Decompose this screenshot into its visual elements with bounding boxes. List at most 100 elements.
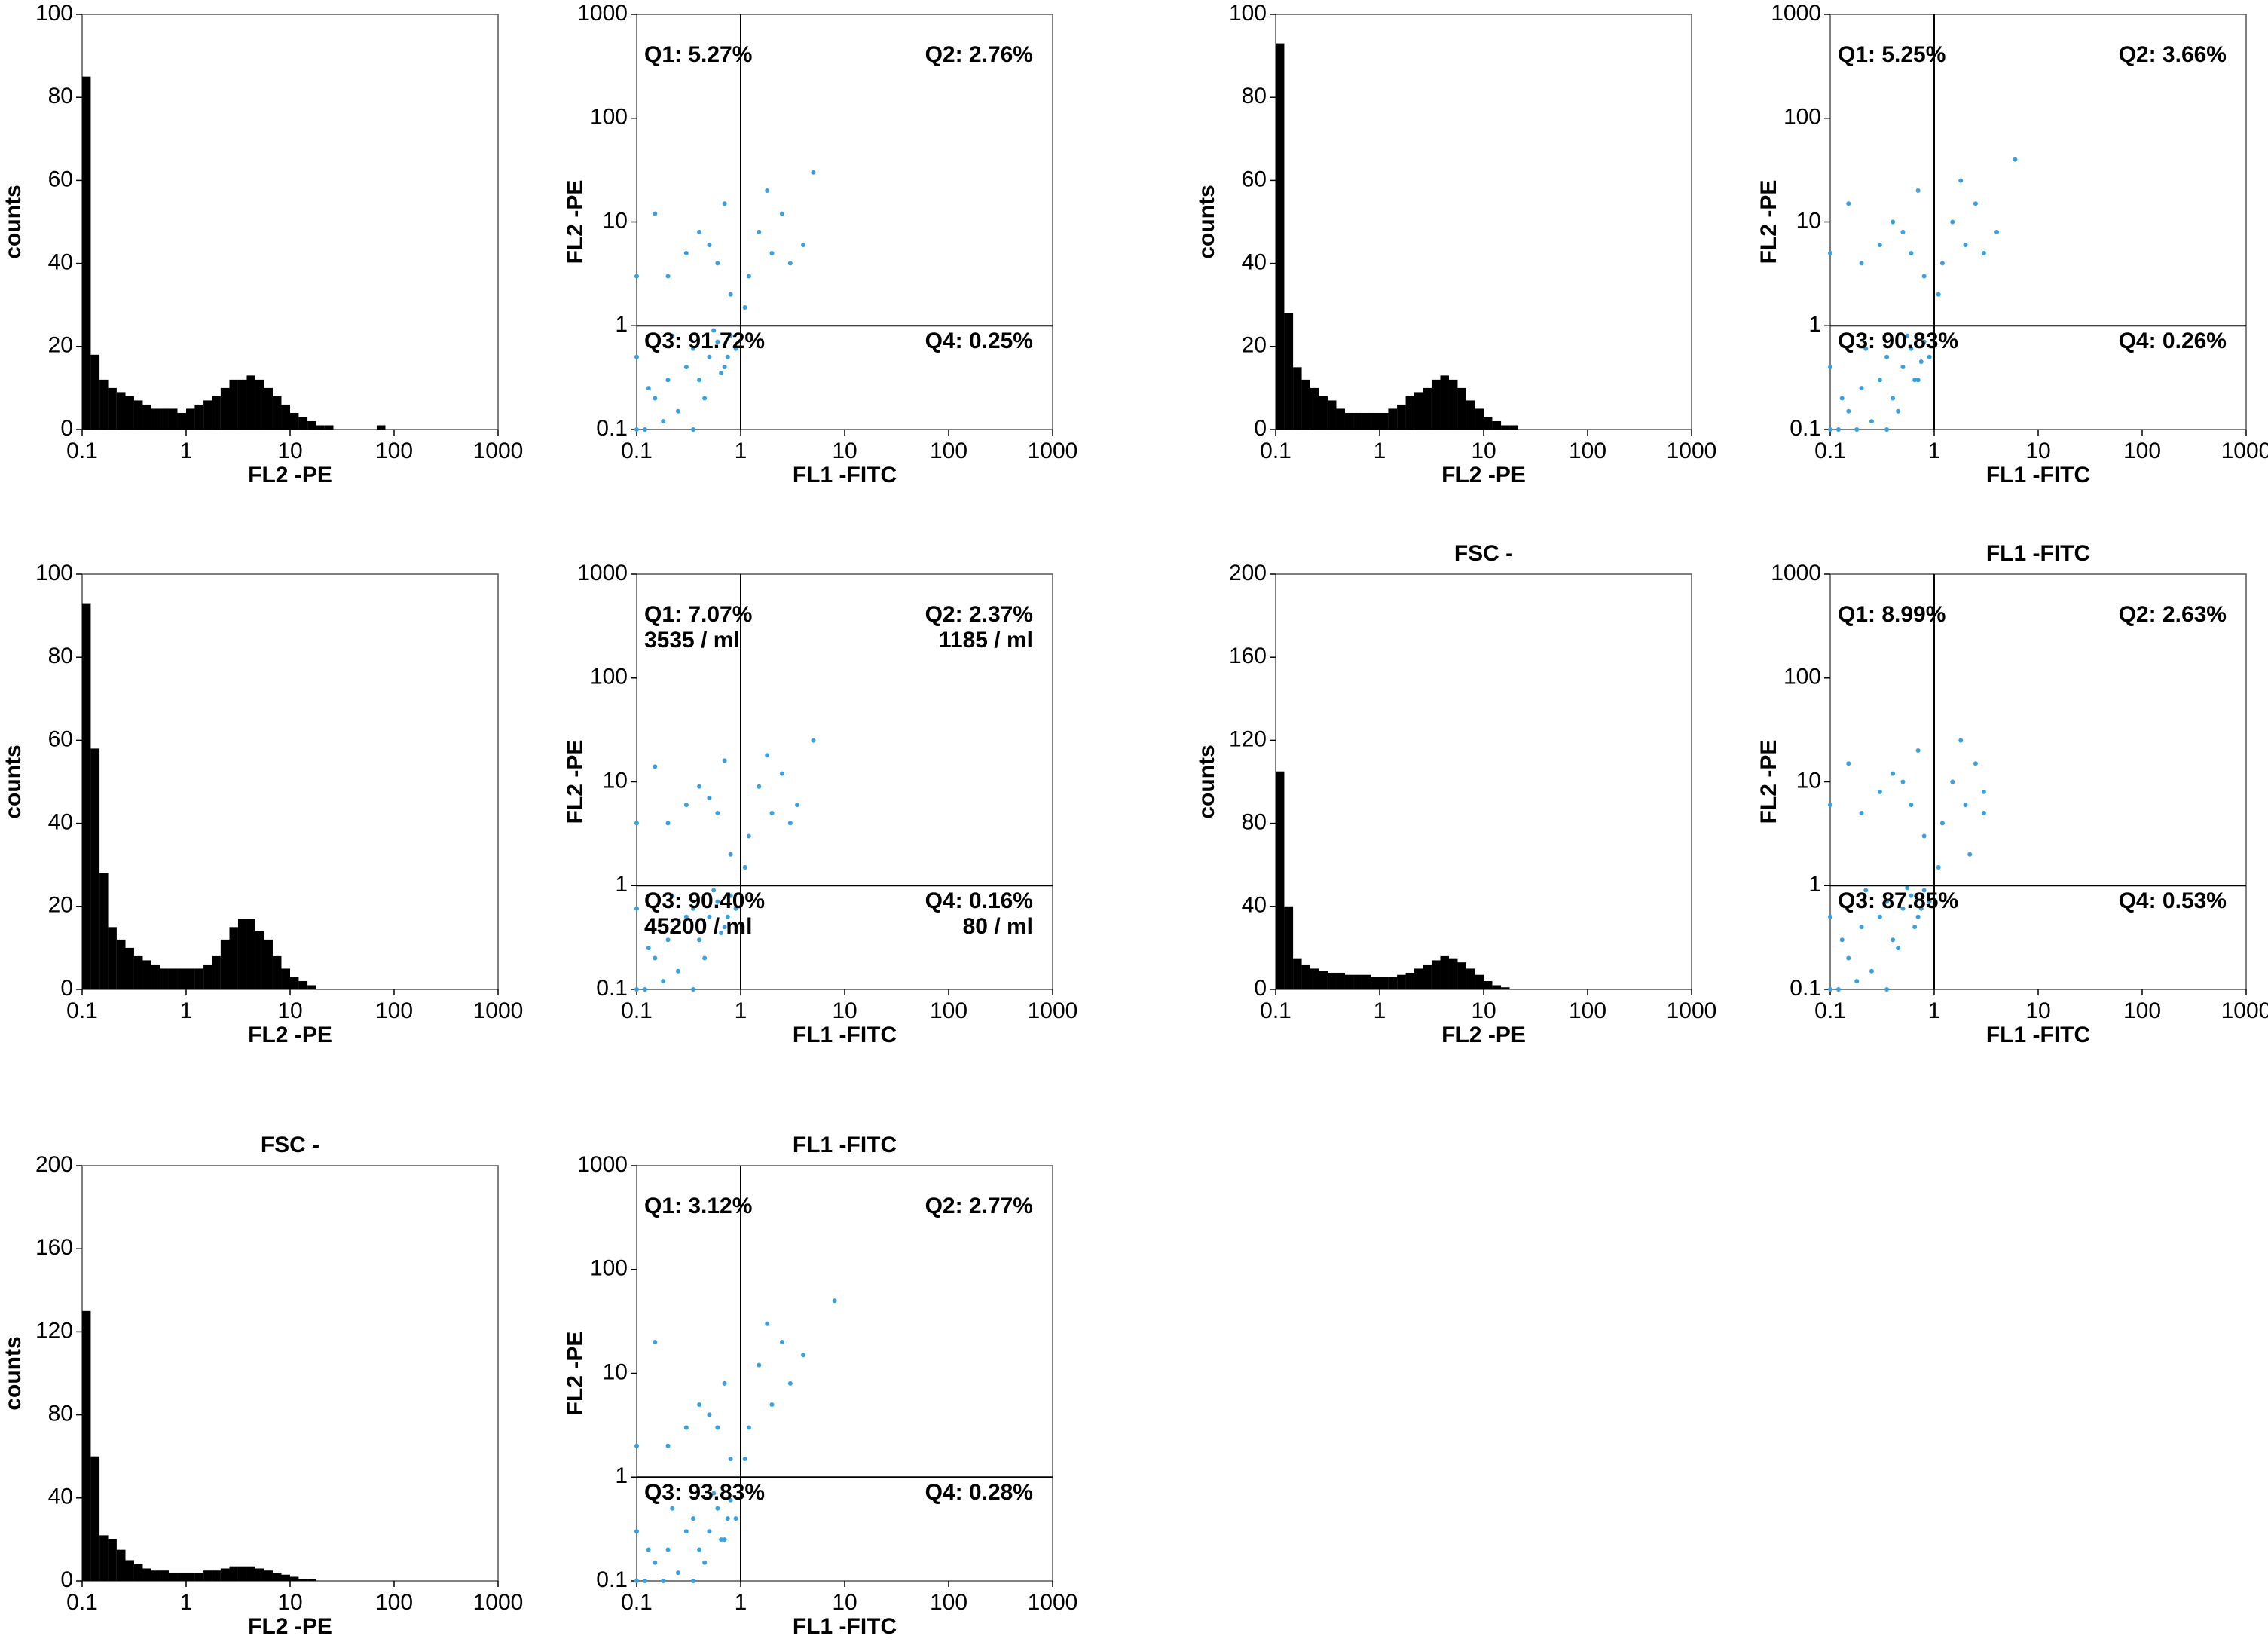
y-tick-label: 80 [48, 644, 73, 668]
histogram-bar [108, 927, 117, 989]
x-tick-label: 10 [277, 998, 302, 1023]
histogram-bar [142, 1568, 151, 1581]
data-point [757, 784, 762, 789]
data-point [1915, 748, 1921, 754]
histogram-bar [255, 379, 264, 430]
data-point [1828, 365, 1832, 370]
histogram-bar [290, 977, 299, 989]
data-point [757, 1362, 762, 1368]
data-point [642, 427, 647, 432]
histogram-bar [116, 1549, 126, 1581]
y-tick-label: 1000 [577, 1152, 628, 1177]
data-point [675, 968, 680, 974]
histogram-bar [212, 955, 221, 989]
data-point [1863, 888, 1869, 893]
x-tick-label: 1 [735, 1590, 747, 1615]
histogram-bar [316, 425, 325, 430]
data-point [665, 378, 671, 383]
data-point [1859, 810, 1864, 815]
data-point [1936, 292, 1941, 297]
data-point [702, 1560, 708, 1565]
data-point [1915, 378, 1921, 383]
x-tick-label: 10 [277, 439, 302, 463]
data-point [1958, 738, 1964, 743]
data-point [1918, 359, 1924, 365]
x-tick-label: 1000 [1028, 998, 1078, 1023]
y-tick-label: 0.1 [596, 976, 628, 1001]
histogram-bar [237, 919, 247, 989]
histogram-bar [290, 1576, 299, 1581]
quadrant-label: Q4: 0.53% [2119, 888, 2227, 913]
data-point [675, 408, 680, 414]
histogram-bar [99, 1535, 109, 1581]
data-point [1905, 885, 1910, 891]
y-axis-label: counts [1194, 745, 1219, 818]
histogram-bar [229, 379, 238, 430]
histogram-bar [1414, 968, 1423, 989]
data-point [702, 396, 708, 401]
x-tick-label: 100 [930, 439, 967, 463]
data-point [1896, 408, 1901, 414]
histogram-bar [1276, 43, 1285, 430]
data-point [646, 1547, 651, 1552]
y-tick-label: 60 [48, 167, 73, 191]
y-axis-label: FL2 -PE [1756, 740, 1781, 824]
y-tick-label: 10 [603, 208, 628, 233]
y-tick-label: 10 [1796, 208, 1821, 233]
quadrant-label: Q2: 2.63% [2119, 602, 2227, 627]
y-tick-label: 1000 [577, 1, 628, 26]
y-tick-label: 100 [590, 665, 628, 689]
chart-title: FL1 -FITC [793, 1133, 897, 1157]
histogram-bar [1457, 962, 1466, 989]
histogram-bar [133, 1564, 143, 1581]
histogram-bar [1301, 379, 1310, 430]
histogram-bar [160, 968, 169, 989]
y-tick-label: 120 [1229, 726, 1267, 751]
quadrant-label: Q4: 0.25% [925, 329, 1033, 353]
data-point [1909, 250, 1914, 255]
data-point [653, 955, 658, 961]
chart-title: FL1 -FITC [1986, 541, 2090, 566]
data-point [742, 304, 747, 310]
data-point [1909, 346, 1914, 351]
data-point [646, 946, 651, 951]
plot-frame [81, 14, 499, 430]
data-point [665, 274, 671, 279]
x-tick-label: 1 [1374, 439, 1386, 463]
data-point [665, 1547, 671, 1552]
data-point [1846, 201, 1851, 206]
y-tick-label: 200 [1229, 561, 1267, 586]
data-point [1891, 219, 1896, 225]
histogram-bar [160, 1570, 169, 1581]
x-tick-label: 100 [930, 1590, 967, 1615]
histogram-bar [281, 968, 290, 989]
y-tick-label: 1 [615, 872, 628, 897]
x-tick-label: 0.1 [66, 998, 98, 1023]
x-tick-label: 1000 [2221, 439, 2268, 463]
histogram-bar [1353, 412, 1362, 430]
x-tick-label: 10 [277, 1590, 302, 1615]
x-tick-label: 10 [832, 1590, 857, 1615]
histogram-bar [246, 919, 255, 989]
x-axis-label: FL1 -FITC [1986, 463, 2090, 488]
data-point [661, 1579, 666, 1583]
histogram-bar [90, 354, 100, 430]
histogram-bar [90, 1456, 100, 1581]
histogram-bar [82, 1310, 91, 1581]
plot-frame [1275, 14, 1692, 430]
histogram-bar [1293, 367, 1302, 430]
histogram-bar [1336, 408, 1345, 430]
x-tick-label: 1000 [1667, 439, 1717, 463]
histogram-bar [1319, 971, 1328, 989]
data-point [634, 274, 639, 279]
y-tick-label: 1 [615, 312, 628, 337]
x-tick-label: 10 [2025, 439, 2050, 463]
data-point [1939, 821, 1945, 826]
data-point [728, 1456, 733, 1461]
x-tick-label: 1 [180, 1590, 193, 1615]
data-point [1839, 396, 1845, 401]
data-point [715, 1425, 720, 1430]
x-tick-label: 0.1 [621, 1590, 653, 1615]
data-point [728, 1497, 733, 1503]
histogram-bar [1310, 387, 1319, 430]
